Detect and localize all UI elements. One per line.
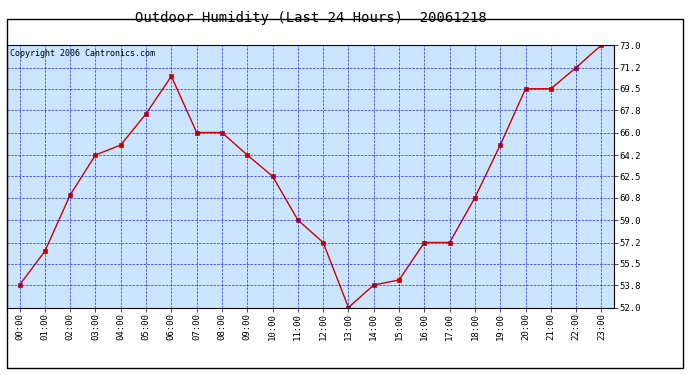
Text: Copyright 2006 Cantronics.com: Copyright 2006 Cantronics.com: [10, 49, 155, 58]
Text: Outdoor Humidity (Last 24 Hours)  20061218: Outdoor Humidity (Last 24 Hours) 2006121…: [135, 11, 486, 25]
